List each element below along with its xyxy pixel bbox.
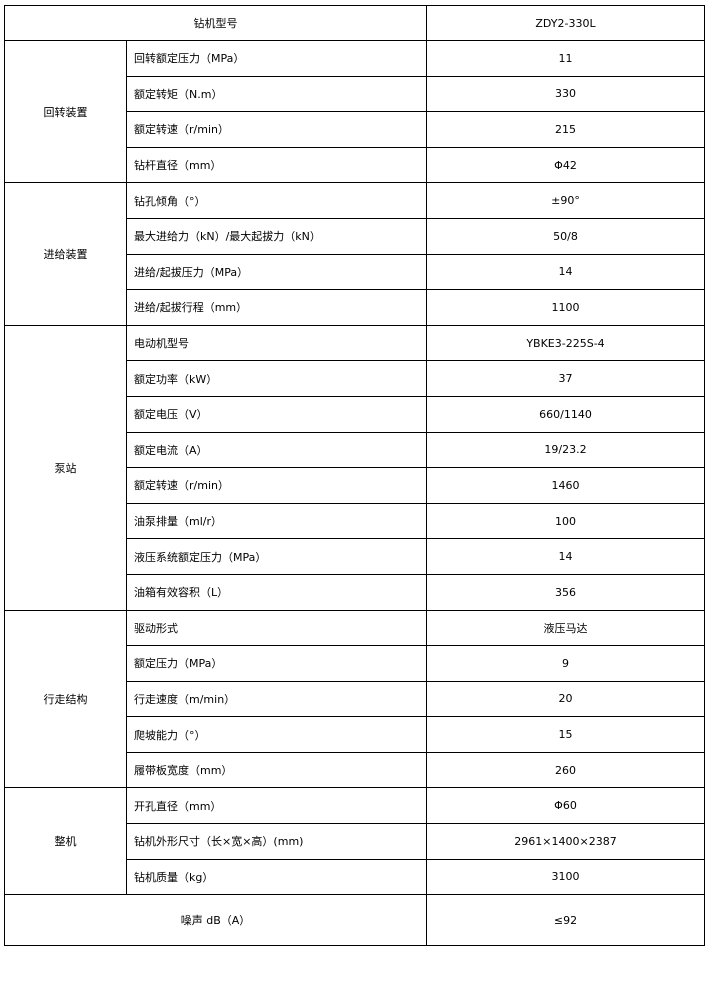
header-value: ZDY2-330L [426, 5, 705, 41]
param-label: 钻机外形尺寸（长×宽×高）(mm) [126, 823, 427, 860]
param-value: 37 [426, 360, 705, 397]
param-value: 1100 [426, 289, 705, 326]
param-value: 660/1140 [426, 395, 705, 433]
table-row: 油泵排量（ml/r） 100 [5, 502, 705, 540]
param-value: 14 [426, 253, 705, 291]
param-value: 215 [426, 111, 705, 148]
table-row: 行走速度（m/min） 20 [5, 680, 705, 718]
table-row: 进给/起拔行程（mm） 1100 [5, 289, 705, 326]
param-label: 驱动形式 [126, 609, 427, 647]
group-name: 行走结构 [4, 609, 127, 789]
table-row: 额定转矩（N.m） 330 [5, 75, 705, 113]
param-value: YBKE3-225S-4 [426, 324, 705, 362]
noise-label: 噪声 dB（A） [4, 894, 427, 947]
param-value: 356 [426, 573, 705, 611]
param-value: ±90° [426, 182, 705, 219]
param-value: 50/8 [426, 217, 705, 255]
table-row: 钻杆直径（mm） Φ42 [5, 146, 705, 184]
param-value: 14 [426, 538, 705, 575]
param-value: 15 [426, 716, 705, 753]
param-label: 额定电压（V） [126, 395, 427, 433]
param-value: 9 [426, 645, 705, 682]
table-row: 油箱有效容积（L） 356 [5, 573, 705, 611]
group-name: 泵站 [4, 324, 127, 611]
param-label: 履带板宽度（mm） [126, 751, 427, 789]
header-label: 钻机型号 [4, 5, 427, 41]
param-label: 额定压力（MPa） [126, 645, 427, 682]
param-value: 1460 [426, 467, 705, 504]
param-value: 330 [426, 75, 705, 113]
table-row: 液压系统额定压力（MPa） 14 [5, 538, 705, 575]
param-label: 最大进给力（kN）/最大起拔力（kN） [126, 217, 427, 255]
table-row: 回转装置 回转额定压力（MPa） 11 [4, 39, 705, 184]
table-row: 额定电流（A） 19/23.2 [5, 431, 705, 469]
table-row: 泵站 电动机型号 YBKE3-225S-4 [4, 324, 705, 611]
param-label: 液压系统额定压力（MPa） [126, 538, 427, 575]
param-label: 油泵排量（ml/r） [126, 502, 427, 540]
table-row: 额定压力（MPa） 9 [5, 645, 705, 682]
param-label: 油箱有效容积（L） [126, 573, 427, 611]
table-row: 钻机外形尺寸（长×宽×高）(mm) 2961×1400×2387 [5, 823, 705, 860]
table-row: 额定功率（kW） 37 [5, 360, 705, 397]
param-value: 液压马达 [426, 609, 705, 647]
param-value: 11 [426, 40, 705, 77]
param-label: 开孔直径（mm） [126, 787, 427, 825]
param-label: 爬坡能力（°） [126, 716, 427, 753]
param-label: 额定功率（kW） [126, 360, 427, 397]
param-label: 钻杆直径（mm） [126, 146, 427, 184]
table-row: 额定转速（r/min） 1460 [5, 467, 705, 504]
param-value: 260 [426, 751, 705, 789]
param-value: 3100 [426, 858, 705, 896]
table-row: 进给装置 钻孔倾角（°） ±90° [4, 182, 705, 326]
param-label: 钻机质量（kg） [126, 858, 427, 896]
group-name: 整机 [4, 787, 127, 896]
table-row: 最大进给力（kN）/最大起拔力（kN） 50/8 [5, 217, 705, 255]
table-row: 整机 开孔直径（mm） Φ60 [4, 787, 705, 896]
param-value: 100 [426, 502, 705, 540]
param-label: 额定转速（r/min） [126, 111, 427, 148]
param-label: 钻孔倾角（°） [126, 182, 427, 219]
param-value: 20 [426, 680, 705, 718]
param-label: 额定电流（A） [126, 431, 427, 469]
param-value: 2961×1400×2387 [426, 823, 705, 860]
noise-value: ≤92 [426, 894, 705, 947]
param-value: Φ42 [426, 146, 705, 184]
group-name: 进给装置 [4, 182, 127, 326]
noise-row: 噪声 dB（A） ≤92 [4, 894, 705, 947]
table-row: 进给/起拔压力（MPa） 14 [5, 253, 705, 291]
table-row: 行走结构 驱动形式 液压马达 [4, 609, 705, 789]
param-label: 进给/起拔压力（MPa） [126, 253, 427, 291]
table-row: 额定转速（r/min） 215 [5, 111, 705, 148]
param-value: Φ60 [426, 787, 705, 825]
param-label: 行走速度（m/min） [126, 680, 427, 718]
group-name: 回转装置 [4, 39, 127, 184]
param-label: 额定转矩（N.m） [126, 75, 427, 113]
param-label: 电动机型号 [126, 324, 427, 362]
param-label: 进给/起拔行程（mm） [126, 289, 427, 326]
table-row: 额定电压（V） 660/1140 [5, 395, 705, 433]
param-label: 回转额定压力（MPa） [126, 40, 427, 77]
param-label: 额定转速（r/min） [126, 467, 427, 504]
header-row: 钻机型号 ZDY2-330L [4, 5, 705, 41]
spec-table: 钻机型号 ZDY2-330L 回转装置 回转额定压力（MPa） 11 额定转矩（N.m… [4, 5, 705, 947]
param-value: 19/23.2 [426, 431, 705, 469]
table-row: 钻机质量（kg） 3100 [5, 858, 705, 896]
